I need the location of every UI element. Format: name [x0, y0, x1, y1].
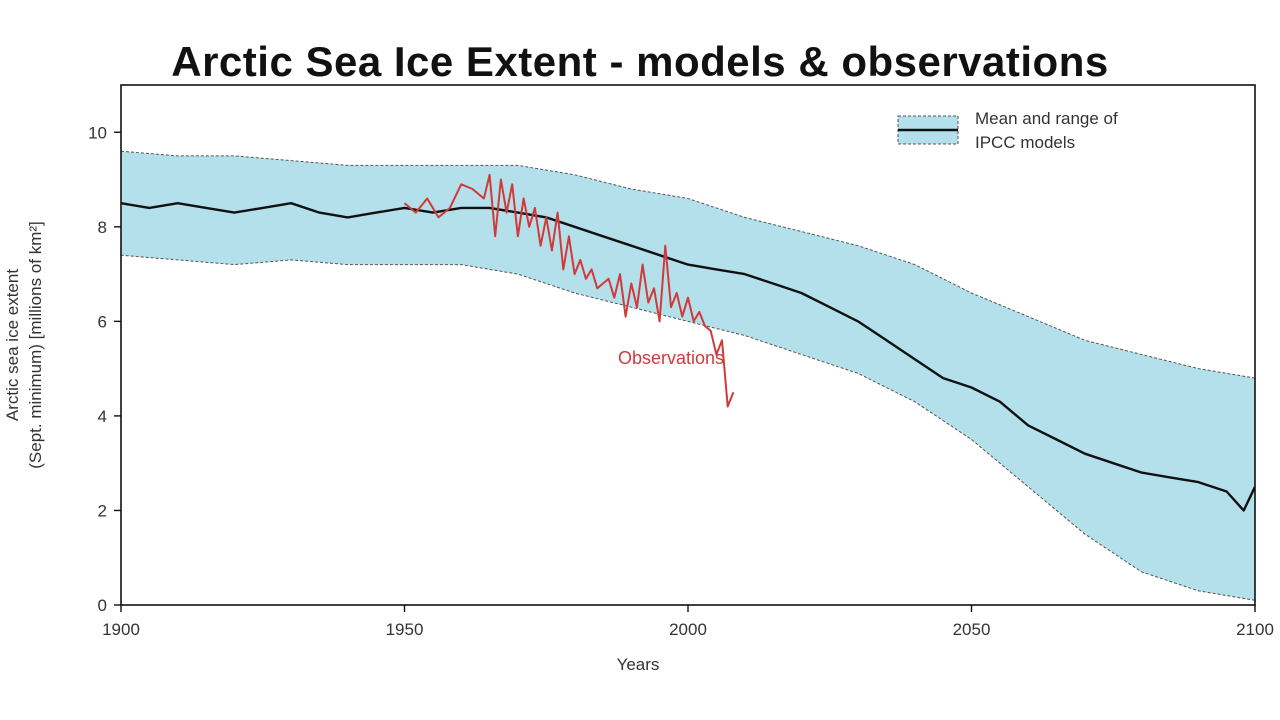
model-range-band [121, 151, 1255, 601]
x-axis-label: Years [617, 655, 660, 674]
y-tick-label-2: 2 [98, 501, 107, 520]
x-tick-label-1900: 1900 [102, 620, 140, 639]
x-tick-label-2050: 2050 [953, 620, 991, 639]
y-tick-label-10: 10 [88, 123, 107, 142]
y-axis-label-line1: Arctic sea ice extent [3, 269, 22, 421]
y-axis-label-line2: (Sept. minimum) [millions of km²] [26, 221, 45, 468]
model-range-upper-edge [121, 150, 1255, 379]
legend-text-line1: Mean and range of [975, 109, 1118, 128]
y-tick-label-4: 4 [98, 407, 107, 426]
legend: Mean and range of IPCC models [897, 109, 1118, 152]
y-tick-label-8: 8 [98, 218, 107, 237]
x-tick-label-2000: 2000 [669, 620, 707, 639]
model-range-lower-edge [121, 254, 1255, 601]
observations-line [403, 173, 735, 408]
x-tick-label-1950: 1950 [386, 620, 424, 639]
y-tick-label-6: 6 [98, 312, 107, 331]
x-tick-label-2100: 2100 [1236, 620, 1274, 639]
y-tick-label-0: 0 [98, 596, 107, 615]
chart-title: Arctic Sea Ice Extent - models & observa… [171, 38, 1109, 85]
observations-annotation: Observations [618, 348, 724, 368]
legend-text-line2: IPCC models [975, 133, 1075, 152]
model-mean-line [121, 201, 1255, 512]
